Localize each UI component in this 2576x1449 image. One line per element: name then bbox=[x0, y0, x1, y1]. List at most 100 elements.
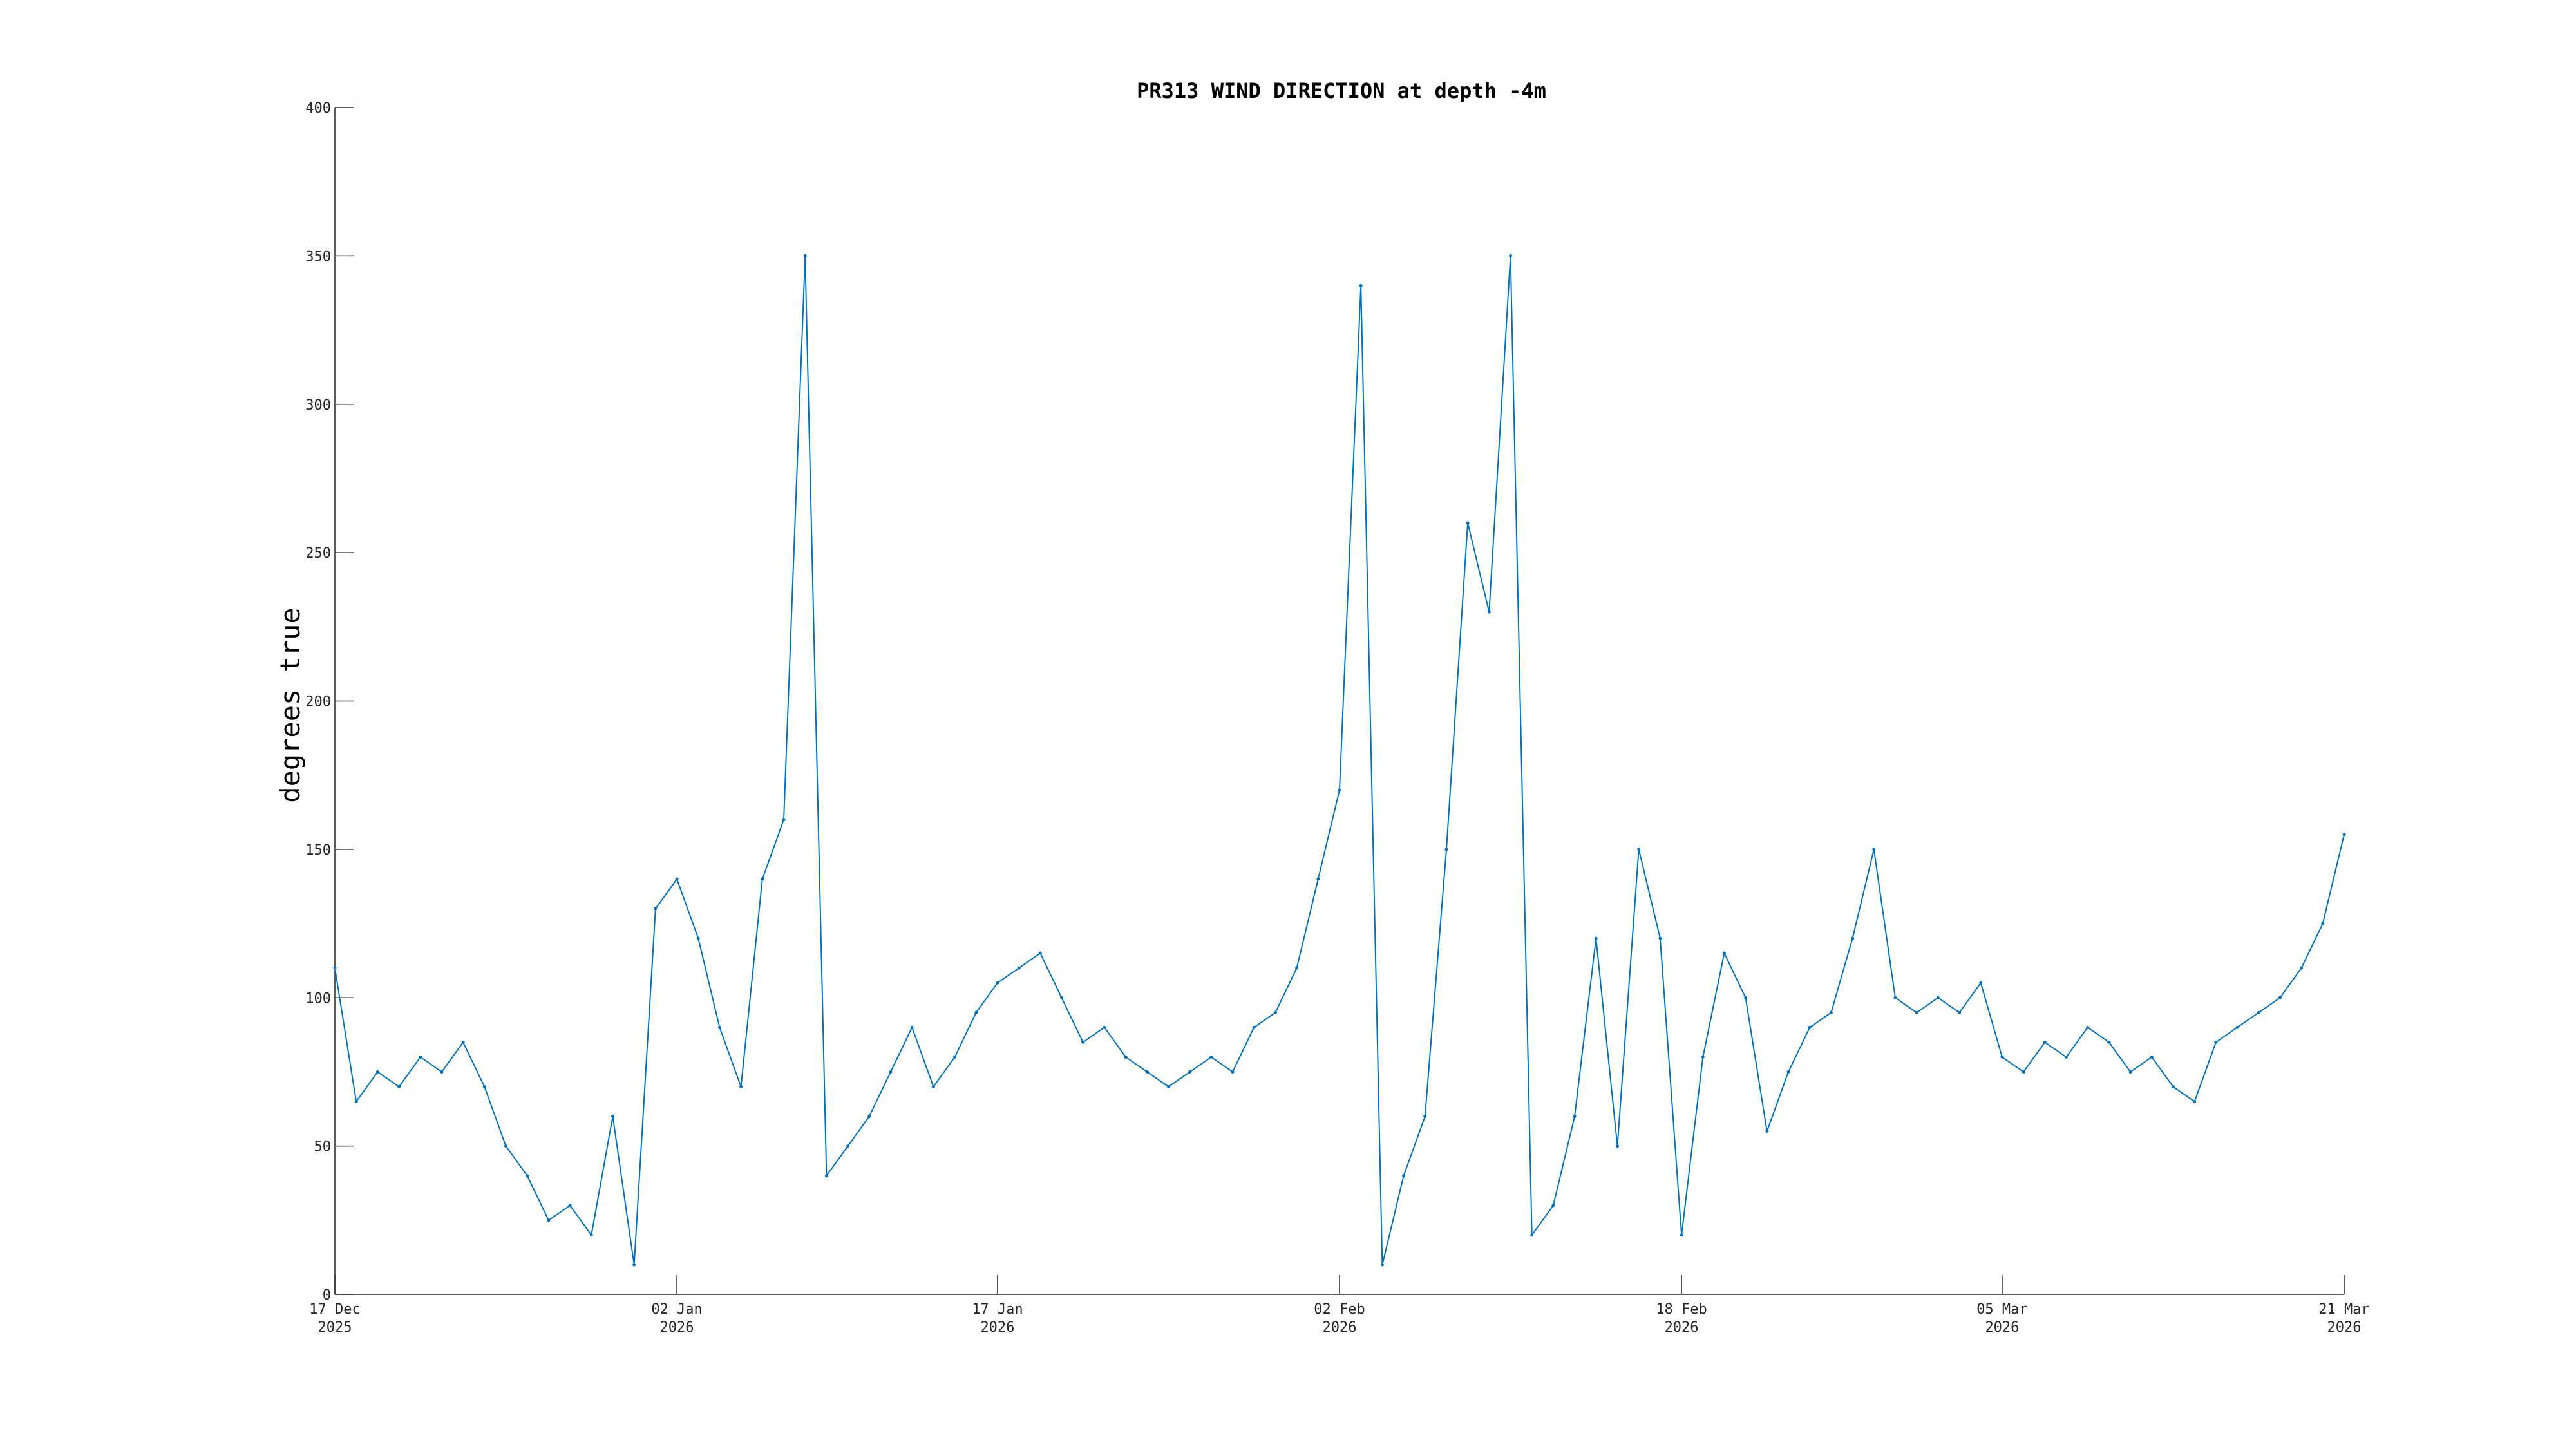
data-point bbox=[739, 1084, 743, 1088]
data-point bbox=[867, 1115, 871, 1119]
data-point bbox=[803, 254, 807, 258]
y-tick-label: 0 bbox=[323, 1287, 331, 1303]
data-point bbox=[1958, 1010, 1962, 1014]
x-tick-label: 02 Feb bbox=[1314, 1302, 1365, 1318]
data-point bbox=[1615, 1144, 1619, 1148]
data-point bbox=[2342, 833, 2346, 837]
data-point bbox=[611, 1115, 614, 1119]
data-point bbox=[846, 1144, 850, 1148]
data-point bbox=[2086, 1025, 2090, 1029]
data-point bbox=[2214, 1040, 2218, 1044]
data-point bbox=[2278, 996, 2282, 999]
data-point bbox=[696, 936, 700, 940]
y-ticks: 0 50 100 150 200 250 300 350 400 bbox=[305, 100, 354, 1303]
x-tick-year: 2026 bbox=[980, 1320, 1014, 1336]
y-tick-label: 400 bbox=[305, 100, 331, 117]
x-tick-year: 2025 bbox=[318, 1320, 352, 1336]
data-point bbox=[1060, 996, 1064, 999]
data-point bbox=[1744, 996, 1748, 999]
data-point bbox=[1594, 936, 1598, 940]
data-point bbox=[2000, 1055, 2004, 1059]
x-ticks: 17 Dec 2025 02 Jan 2026 17 Jan 2026 02 Feb 2026… bbox=[309, 1275, 2370, 1336]
data-point bbox=[2022, 1070, 2025, 1074]
data-point bbox=[974, 1010, 978, 1014]
data-point bbox=[2321, 922, 2325, 925]
data-point bbox=[1188, 1070, 1192, 1074]
x-tick-year: 2026 bbox=[1985, 1320, 2019, 1336]
x-tick-year: 2026 bbox=[1323, 1320, 1357, 1336]
data-point bbox=[1316, 877, 1320, 881]
data-point bbox=[2193, 1100, 2197, 1104]
y-tick-label: 200 bbox=[305, 694, 331, 710]
data-point bbox=[1145, 1070, 1149, 1074]
x-tick-label: 21 Mar bbox=[2318, 1302, 2369, 1318]
data-point bbox=[1979, 981, 1983, 985]
data-point bbox=[1402, 1174, 1406, 1178]
data-point bbox=[654, 907, 658, 911]
data-point bbox=[1273, 1010, 1277, 1014]
series-layer bbox=[333, 254, 2346, 1267]
x-tick-year: 2026 bbox=[2327, 1320, 2362, 1336]
data-point bbox=[632, 1263, 636, 1267]
data-point bbox=[1295, 966, 1299, 970]
data-point bbox=[526, 1174, 529, 1178]
data-point bbox=[1444, 848, 1448, 851]
y-tick-label: 350 bbox=[305, 249, 331, 265]
data-point bbox=[1573, 1115, 1577, 1119]
data-point bbox=[1338, 788, 1341, 792]
data-point bbox=[824, 1174, 828, 1178]
data-point bbox=[2107, 1040, 2111, 1044]
data-point bbox=[1936, 996, 1940, 999]
data-point bbox=[782, 818, 786, 822]
x-tick-label: 17 Jan bbox=[972, 1302, 1023, 1318]
x-tick-label: 17 Dec bbox=[309, 1302, 360, 1318]
data-point bbox=[1637, 848, 1641, 851]
data-point bbox=[397, 1084, 401, 1088]
data-point bbox=[504, 1144, 508, 1148]
x-tick-year: 2026 bbox=[1665, 1320, 1699, 1336]
data-point bbox=[1893, 996, 1897, 999]
data-point bbox=[354, 1100, 358, 1104]
data-point bbox=[675, 877, 679, 881]
data-point bbox=[1380, 1263, 1384, 1267]
data-point bbox=[2150, 1055, 2154, 1059]
data-point bbox=[589, 1233, 593, 1237]
data-point bbox=[482, 1084, 486, 1088]
x-tick-label: 18 Feb bbox=[1656, 1302, 1707, 1318]
y-tick-label: 300 bbox=[305, 397, 331, 413]
data-point bbox=[1017, 966, 1021, 970]
data-point bbox=[1551, 1204, 1555, 1208]
data-point bbox=[440, 1070, 444, 1074]
data-point bbox=[1081, 1040, 1085, 1044]
x-tick-label: 02 Jan bbox=[651, 1302, 702, 1318]
data-point bbox=[1103, 1025, 1106, 1029]
data-point bbox=[2171, 1084, 2175, 1088]
y-tick-label: 50 bbox=[314, 1139, 332, 1155]
data-point bbox=[1252, 1025, 1256, 1029]
data-point bbox=[1658, 936, 1662, 940]
data-point bbox=[889, 1070, 893, 1074]
data-point bbox=[1765, 1130, 1769, 1133]
data-point bbox=[1038, 951, 1042, 955]
data-point bbox=[953, 1055, 957, 1059]
data-point bbox=[1509, 254, 1513, 258]
data-point bbox=[1124, 1055, 1128, 1059]
data-point bbox=[717, 1025, 721, 1029]
y-axis-label: degrees true bbox=[274, 607, 306, 802]
data-point bbox=[375, 1070, 379, 1074]
data-point bbox=[1423, 1115, 1427, 1119]
data-point bbox=[910, 1025, 914, 1029]
data-point bbox=[1680, 1233, 1683, 1237]
data-point bbox=[1786, 1070, 1790, 1074]
data-point bbox=[1722, 951, 1726, 955]
data-point bbox=[568, 1204, 572, 1208]
data-point bbox=[996, 981, 999, 985]
data-point bbox=[1359, 283, 1363, 287]
data-point bbox=[1701, 1055, 1705, 1059]
data-point bbox=[1166, 1084, 1170, 1088]
y-tick-label: 150 bbox=[305, 842, 331, 858]
y-tick-label: 250 bbox=[305, 545, 331, 562]
data-point bbox=[931, 1084, 935, 1088]
chart-title: PR313 WIND DIRECTION at depth -4m bbox=[1137, 79, 1546, 103]
